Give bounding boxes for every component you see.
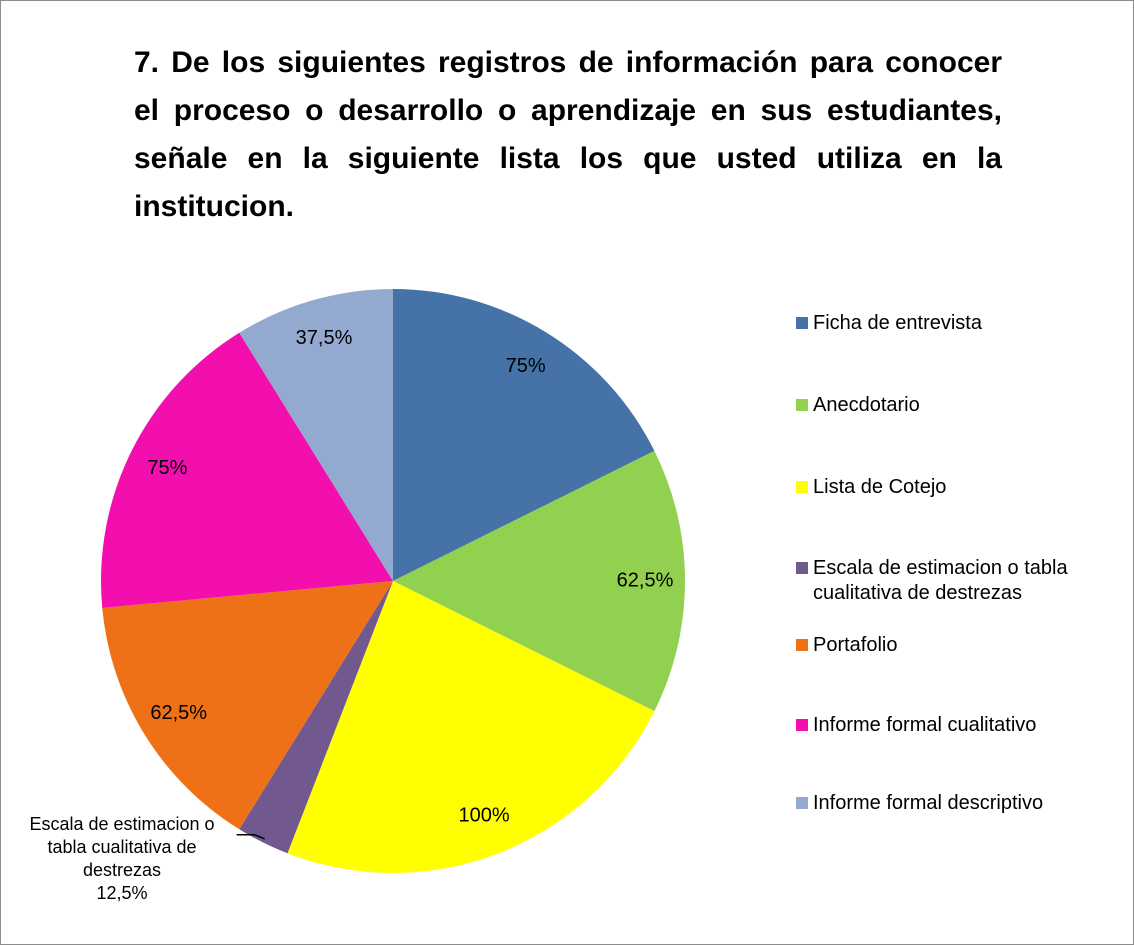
outside-data-label: Escala de estimacion o tabla cualitativa… bbox=[11, 813, 233, 905]
outside-label-category: Escala de estimacion o tabla cualitativa… bbox=[29, 814, 215, 880]
pie-slice bbox=[239, 289, 393, 581]
data-label: 12,5% bbox=[96, 883, 148, 903]
pie-slice bbox=[393, 289, 655, 581]
legend-label: Anecdotario bbox=[813, 394, 920, 416]
leader-line bbox=[236, 834, 265, 840]
legend-item: Informe formal descriptivo bbox=[796, 791, 1126, 816]
pie-slice bbox=[102, 581, 394, 830]
legend-item: Portafolio bbox=[796, 633, 1126, 658]
pie-slice bbox=[100, 332, 393, 608]
legend-swatch bbox=[796, 719, 808, 731]
legend-label: Lista de Cotejo bbox=[813, 476, 947, 498]
legend-item: Informe formal cualitativo bbox=[796, 713, 1126, 738]
legend-swatch bbox=[796, 399, 808, 411]
legend-item: Lista de Cotejo bbox=[796, 475, 1126, 500]
legend-swatch bbox=[796, 639, 808, 651]
legend-swatch bbox=[796, 317, 808, 329]
legend-label: Informe formal descriptivo bbox=[813, 792, 1044, 814]
pie-slice bbox=[287, 581, 655, 874]
legend-item: Anecdotario bbox=[796, 393, 1126, 418]
pie-slice bbox=[239, 581, 393, 854]
data-label: 37,5% bbox=[296, 327, 353, 349]
chart-title: 7. De los siguientes registros de inform… bbox=[134, 46, 1002, 223]
legend-swatch bbox=[796, 797, 808, 809]
legend-label: Ficha de entrevista bbox=[813, 312, 982, 334]
legend-label: Informe formal cualitativo bbox=[813, 714, 1037, 736]
legend-swatch bbox=[796, 481, 808, 493]
data-label: 62,5% bbox=[617, 569, 674, 591]
legend-item: Ficha de entrevista bbox=[796, 311, 1126, 336]
legend-item: Escala de estimacion o tabla cualitativa… bbox=[796, 556, 1126, 606]
data-label: 75% bbox=[147, 457, 187, 479]
legend-swatch bbox=[796, 562, 808, 574]
pie-slice bbox=[393, 450, 685, 712]
data-label: 75% bbox=[506, 355, 546, 377]
legend-label: Portafolio bbox=[813, 634, 898, 656]
data-label: 100% bbox=[458, 804, 509, 826]
data-label: 62,5% bbox=[150, 702, 207, 724]
legend-label: Escala de estimacion o tabla cualitativa… bbox=[813, 557, 1068, 604]
